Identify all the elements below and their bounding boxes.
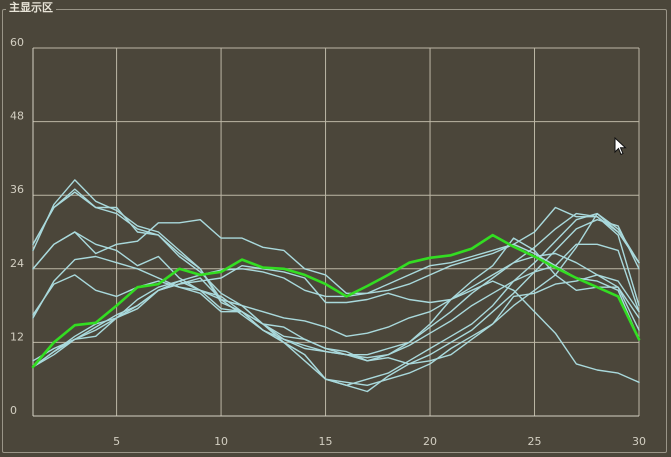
series-line-6: [32, 206, 640, 307]
chart-series: [31, 179, 641, 393]
y-tick-label-24: 24: [10, 257, 24, 270]
panel-frame: [2, 9, 667, 453]
series-line-10: [32, 265, 640, 383]
y-tick-label-12: 12: [10, 330, 24, 343]
y-axis-ticks: 0 12 24 36 48 60: [10, 36, 24, 417]
x-tick-label-10: 10: [214, 435, 228, 448]
x-tick-label-20: 20: [423, 435, 437, 448]
y-tick-label-0: 0: [10, 404, 17, 417]
x-tick-label-15: 15: [319, 435, 333, 448]
panel-title: 主显示区: [6, 1, 56, 15]
series-line-3: [32, 191, 640, 393]
series-line-7: [32, 212, 640, 337]
x-tick-label-25: 25: [528, 435, 542, 448]
y-tick-label-48: 48: [10, 110, 24, 123]
x-axis-ticks: 5 10 15 20 25 30: [113, 435, 646, 448]
series-line-4: [32, 179, 640, 386]
chart-axes: [32, 48, 639, 417]
mouse-pointer-icon: [614, 137, 627, 156]
x-tick-label-5: 5: [113, 435, 120, 448]
series-line-1: [31, 233, 641, 369]
y-tick-label-60: 60: [10, 36, 24, 49]
y-tick-label-36: 36: [10, 183, 24, 196]
x-tick-label-30: 30: [632, 435, 646, 448]
series-line-12: [32, 274, 640, 368]
chart-grid: [33, 47, 640, 416]
series-line-11: [32, 252, 640, 362]
